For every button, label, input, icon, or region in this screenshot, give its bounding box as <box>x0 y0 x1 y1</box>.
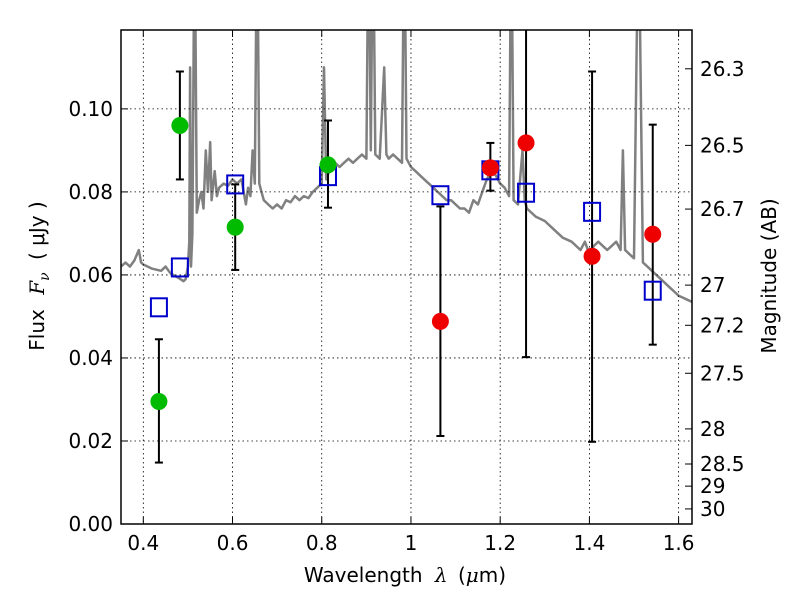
y-axis-label-symbol: F <box>25 280 49 296</box>
model-bandpass-square <box>226 174 245 195</box>
y2-tick-label: 27 <box>700 273 725 297</box>
x-tick-label: 1.4 <box>573 531 605 555</box>
axis-ticks: 0.4 0.6 0.8 1 1.2 1.4 1.6 0.00 0.02 0.04 0.06 0.08 0… <box>68 30 745 555</box>
x-tick-label: 0.8 <box>306 531 338 555</box>
observed-optical-point <box>319 156 337 174</box>
observed-nir-point <box>481 159 499 177</box>
y2-tick-label: 29 <box>700 474 725 498</box>
y2-tick-label: 27.2 <box>700 313 745 337</box>
y2-tick-label: 27.5 <box>700 361 745 385</box>
y2-tick-label: 28 <box>700 417 725 441</box>
y2-tick-label: 26.3 <box>700 57 745 81</box>
y2-tick-label: 30 <box>700 497 725 521</box>
x-axis-label-unit-mu: μ <box>466 563 479 587</box>
y2-tick-label: 26.5 <box>700 133 745 157</box>
observed-optical-point <box>226 218 244 236</box>
data-markers <box>149 116 662 411</box>
y2-tick-label: 28.5 <box>700 452 745 476</box>
x-tick-label: 1 <box>405 531 418 555</box>
model-bandpass-square <box>517 182 536 203</box>
x-axis-label-unit-rest: m) <box>479 563 506 587</box>
observed-nir-point <box>431 312 449 330</box>
y-tick-label: 0.02 <box>68 429 113 453</box>
x-axis-label-symbol: λ <box>434 563 448 587</box>
x-axis-label-prefix: Wavelength <box>304 563 423 587</box>
y-tick-label: 0.10 <box>68 97 113 121</box>
model-bandpass-square <box>149 297 168 318</box>
x-tick-label: 1.2 <box>484 531 516 555</box>
x-axis-label-unit-open: ( <box>458 563 466 587</box>
y-tick-label: 0.00 <box>68 512 113 536</box>
y-axis-label-unit: ( μJy ) <box>25 201 49 260</box>
model-spectrum <box>121 30 692 304</box>
y-tick-label: 0.04 <box>68 346 113 370</box>
y-tick-label: 0.08 <box>68 180 113 204</box>
y2-axis-label: Magnitude (AB) <box>757 198 781 353</box>
y2-tick-label: 26.7 <box>700 197 745 221</box>
observed-optical-point <box>171 116 189 134</box>
model-bandpass-square <box>170 257 189 278</box>
x-tick-label: 1.6 <box>663 531 695 555</box>
model-bandpass-square <box>643 280 662 301</box>
x-tick-label: 0.4 <box>127 531 159 555</box>
y-axis-label: Flux Fν ( μJy ) <box>25 201 54 350</box>
observed-nir-point <box>644 225 662 243</box>
y-tick-label: 0.06 <box>68 263 113 287</box>
model-bandpass-square <box>583 201 602 222</box>
spectrum-line <box>121 30 692 304</box>
x-tick-label: 0.6 <box>217 531 249 555</box>
y-axis-label-prefix: Flux <box>25 309 49 351</box>
model-bandpass-square <box>431 185 450 206</box>
observed-optical-point <box>150 393 168 411</box>
x-axis-label: Wavelength λ (μm) <box>304 563 506 587</box>
y-axis-label-subscript: ν <box>37 272 53 281</box>
observed-nir-point <box>517 134 535 152</box>
plot-frame <box>120 29 693 525</box>
observed-nir-point <box>583 247 601 265</box>
